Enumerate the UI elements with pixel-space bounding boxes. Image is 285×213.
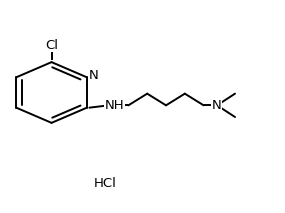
Text: N: N — [89, 69, 99, 82]
Text: N: N — [211, 99, 221, 112]
Text: HCl: HCl — [93, 177, 116, 190]
Text: Cl: Cl — [45, 39, 58, 52]
Text: NH: NH — [105, 99, 124, 112]
